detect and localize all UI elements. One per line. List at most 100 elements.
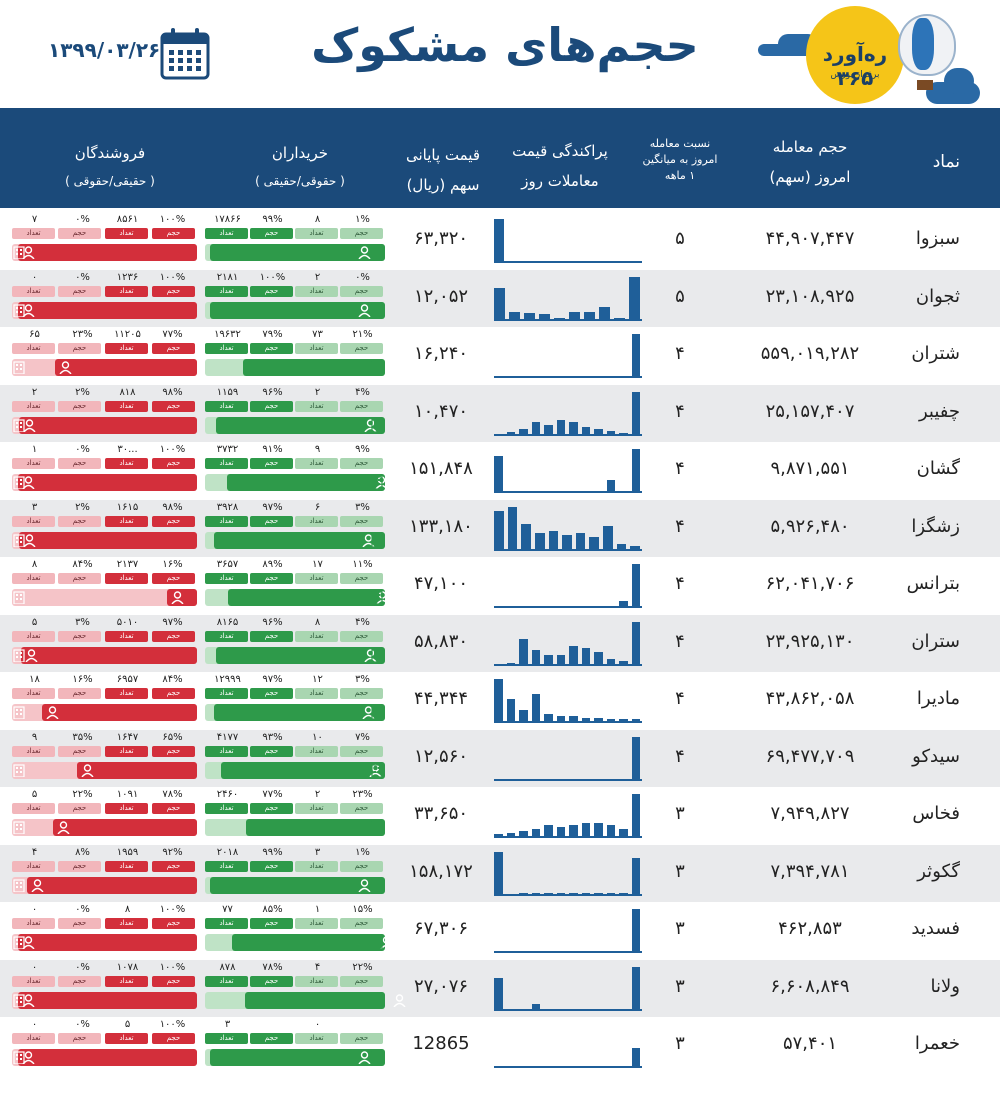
table-row: ستران ۲۳,۹۲۵,۱۳۰ ۴ ۵۸,۸۳۰ ۴% ۸ ۹۶% ۸۱۶۵ …	[0, 614, 1000, 672]
sell-inst-pct: ۰%	[75, 1019, 90, 1030]
row-volume: ۶۲,۰۴۱,۷۰۶	[765, 573, 855, 594]
dispersion-bar	[494, 977, 503, 1011]
buyers-individual-fill	[210, 876, 385, 894]
buy-ind-pct: ۷۹%	[262, 329, 283, 340]
buy-inst-count-tag: تعداد	[295, 745, 338, 757]
table-row: گشان ۹,۸۷۱,۵۵۱ ۴ ۱۵۱,۸۴۸ ۹% ۹ ۹۱% ۳۷۳۲ ح…	[0, 442, 1000, 499]
buyers-box: ۳% ۶ ۹۷% ۳۹۲۸ حجم تعداد حجم تعداد	[205, 502, 385, 554]
buy-inst-cnt: ۹	[314, 444, 321, 455]
table-row: سبزوا ۴۴,۹۰۷,۴۴۷ ۵ ۶۳,۳۲۰ ۱% ۸ ۹۹% ۱۷۸۶۶…	[0, 212, 1000, 269]
person-icon	[81, 763, 94, 777]
sell-ind-count-tag: تعداد	[105, 975, 148, 987]
sell-inst-cnt: ۰	[31, 1019, 38, 1030]
dispersion-bar	[506, 698, 515, 723]
buy-ind-count-tag: تعداد	[205, 228, 248, 239]
buy-inst-cnt: ۲	[314, 789, 321, 800]
row-ratio: ۴	[675, 400, 685, 422]
sellers-individual-fill	[17, 474, 197, 491]
buy-ind-pct: ۹۹%	[262, 846, 283, 858]
sell-inst-cnt: ۱۸	[29, 674, 40, 685]
sell-ind-vol-tag: حجم	[152, 228, 195, 239]
buy-inst-pct: ۰%	[355, 271, 370, 283]
buy-ind-count-tag: تعداد	[205, 975, 248, 987]
sellers-individual-fill	[17, 244, 197, 261]
sell-inst-cnt: ۲	[31, 386, 38, 398]
buyers-box: ۴% ۸ ۹۶% ۸۱۶۵ حجم تعداد حجم تعداد	[205, 617, 385, 669]
buy-ind-vol-tag: حجم	[250, 1033, 293, 1044]
dispersion-bar	[494, 287, 505, 321]
sellers-box: ۱۰۰% ۸ ۰% ۰ حجم تعداد حجم تعداد	[12, 904, 197, 956]
dispersion-bar	[631, 966, 640, 1011]
sell-ind-vol-tag: حجم	[152, 400, 195, 412]
buyers-progress-bar	[205, 876, 385, 894]
price-dispersion-chart	[490, 902, 650, 959]
sell-inst-vol-tag: حجم	[58, 745, 101, 757]
row-symbol: چفیبر	[918, 400, 960, 422]
sellers-box: ۹۲% ۱۹۵۹ ۸% ۴ حجم تعداد حجم تعداد	[12, 847, 197, 899]
dispersion-bar	[531, 650, 540, 666]
sellers-progress-bar	[12, 991, 197, 1009]
buyers-individual-fill	[221, 761, 385, 779]
report-date: ۱۳۹۹/۰۳/۲۶	[48, 38, 161, 62]
dispersion-bar	[619, 601, 628, 608]
row-price: ۳۳,۶۵۰	[413, 803, 469, 824]
sell-ind-pct: ۷۷%	[162, 329, 183, 340]
sellers-individual-fill	[19, 531, 197, 549]
building-icon	[371, 993, 383, 1007]
buy-ind-count-tag: تعداد	[205, 860, 248, 872]
building-icon	[371, 878, 383, 892]
buy-inst-pct: ۲۱%	[352, 329, 373, 340]
person-icon	[23, 418, 36, 432]
buyers-progress-bar	[205, 359, 385, 376]
chart-baseline	[494, 1008, 642, 1011]
sell-ind-cnt: ۱۶۴۷	[116, 731, 139, 743]
dispersion-bar	[619, 829, 628, 838]
dispersion-bar	[631, 858, 640, 896]
sell-ind-count-tag: تعداد	[105, 515, 148, 527]
sellers-box: ۷۷% ۱۱۲۰۵ ۲۳% ۶۵ حجم تعداد حجم تعداد	[12, 329, 197, 381]
dispersion-bar	[603, 526, 613, 551]
dispersion-bar	[531, 1003, 540, 1011]
row-price: ۱۳۳,۱۸۰	[409, 515, 473, 537]
buy-inst-vol-tag: حجم	[340, 400, 383, 412]
dispersion-bar	[519, 639, 528, 666]
buy-ind-pct: ۸۵%	[262, 904, 283, 915]
chart-baseline	[494, 433, 642, 436]
sell-ind-pct: ۱۰۰%	[159, 904, 186, 915]
buyers-box: ۰ ۳ حجم تعداد حجم تعداد	[205, 1019, 385, 1071]
building-icon	[371, 476, 383, 489]
building-icon	[371, 936, 383, 949]
dispersion-bar	[631, 564, 640, 608]
buy-ind-cnt: ۳	[224, 1019, 231, 1030]
buy-ind-vol-tag: حجم	[250, 285, 293, 297]
sell-ind-cnt: ۱۶۱۵	[116, 501, 139, 513]
row-symbol: مادیرا	[916, 688, 960, 709]
buyers-individual-fill	[214, 531, 385, 549]
row-volume: ۹,۸۷۱,۵۵۱	[770, 458, 850, 479]
sellers-progress-bar	[12, 761, 197, 779]
building-icon	[371, 418, 383, 432]
row-symbol: ستران	[911, 630, 960, 652]
person-icon	[358, 878, 371, 892]
dispersion-bar	[544, 714, 553, 723]
sellers-box: ۹۸% ۱۶۱۵ ۲% ۳ حجم تعداد حجم تعداد	[12, 502, 197, 554]
dispersion-bar	[589, 537, 600, 551]
dispersion-bar	[494, 679, 503, 723]
dispersion-bar	[569, 311, 580, 321]
table-row: مادیرا ۴۳,۸۶۲,۰۵۸ ۴ ۴۴,۳۴۴ ۳% ۱۲ ۹۷% ۱۲۹…	[0, 672, 1000, 729]
row-symbol: گکوثر	[917, 860, 960, 882]
buyers-box: ۲۲% ۴ ۷۸% ۸۷۸ حجم تعداد حجم تعداد	[205, 962, 406, 1014]
dispersion-bar	[519, 892, 528, 896]
price-dispersion-chart	[490, 327, 650, 384]
sell-inst-count-tag: تعداد	[12, 918, 55, 929]
row-price: ۱۵۸,۱۷۲	[409, 860, 473, 882]
sell-inst-count-tag: تعداد	[12, 630, 55, 642]
dispersion-bar	[494, 851, 503, 896]
buy-inst-pct: ۱%	[355, 846, 370, 858]
col-price: قیمت پایانی سهم (ریال)	[405, 146, 481, 194]
sell-ind-count-tag: تعداد	[105, 860, 148, 872]
chart-baseline	[494, 836, 642, 838]
building-icon	[371, 361, 383, 374]
buyers-box: ۱% ۸ ۹۹% ۱۷۸۶۶ حجم تعداد حجم تعداد	[205, 214, 385, 266]
buy-inst-count-tag: تعداد	[295, 975, 338, 987]
